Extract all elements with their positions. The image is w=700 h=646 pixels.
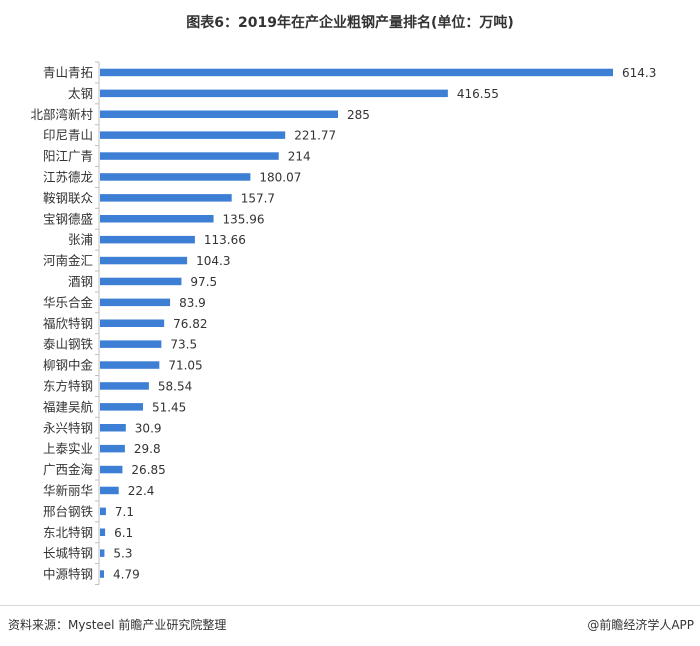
value-label: 104.3	[196, 254, 230, 268]
bar	[100, 507, 106, 516]
bar	[100, 173, 251, 181]
value-label: 83.9	[179, 296, 206, 310]
bar	[100, 424, 126, 432]
category-label: 河南金汇	[43, 253, 93, 268]
category-label: 东北特钢	[43, 525, 93, 540]
bar	[100, 235, 195, 244]
bar	[100, 131, 286, 139]
category-label: 长城特钢	[43, 546, 93, 561]
category-label: 永兴特钢	[43, 420, 93, 435]
category-label: 青山青拓	[43, 65, 93, 80]
value-label: 214	[288, 150, 311, 164]
category-label: 张浦	[68, 232, 93, 247]
value-label: 5.3	[113, 547, 132, 561]
value-label: 29.8	[134, 442, 161, 456]
bar-chart: 青山青拓 614.3 太钢 416.55 北部湾新村 285 印尼青山 221.77 阳江广青 2…	[30, 61, 656, 585]
category-label: 北部湾新村	[30, 107, 93, 122]
bar	[100, 444, 125, 453]
category-label: 江苏德龙	[43, 169, 93, 184]
category-label: 印尼青山	[43, 128, 93, 143]
category-label: 东方特钢	[43, 378, 93, 393]
bar	[100, 256, 188, 265]
category-label: 广西金海	[43, 462, 94, 477]
category-label: 柳钢中金	[43, 358, 94, 373]
bar	[100, 68, 613, 77]
value-label: 73.5	[170, 338, 197, 352]
bar	[100, 382, 149, 390]
value-label: 180.07	[259, 170, 301, 184]
value-label: 26.85	[131, 463, 165, 477]
category-label: 中源特钢	[43, 567, 93, 582]
category-label: 宝钢德盛	[43, 211, 93, 226]
bar	[100, 110, 339, 118]
bars-layer	[100, 68, 613, 578]
category-label: 福欣特钢	[43, 316, 93, 331]
category-label: 阳江广青	[43, 149, 93, 164]
category-label: 太钢	[68, 86, 93, 101]
bar	[100, 486, 119, 495]
footer-source: 资料来源：Mysteel 前瞻产业研究院整理	[8, 618, 227, 632]
bar	[100, 298, 171, 307]
chart-title: 图表6：2019年在产企业粗钢产量排名(单位：万吨)	[186, 15, 514, 31]
value-label: 113.66	[204, 233, 246, 247]
value-label: 285	[347, 108, 370, 122]
value-label: 416.55	[457, 87, 499, 101]
value-label: 97.5	[190, 275, 217, 289]
bar	[100, 403, 143, 411]
value-label: 157.7	[241, 191, 275, 205]
value-label: 614.3	[622, 66, 656, 80]
value-label: 71.05	[168, 359, 202, 373]
bar	[100, 89, 448, 98]
value-label: 76.82	[173, 317, 207, 331]
value-label: 221.77	[294, 129, 336, 143]
value-label: 22.4	[128, 484, 155, 498]
category-label: 华乐合金	[43, 295, 94, 310]
bar	[100, 340, 162, 348]
labels-layer: 青山青拓 614.3 太钢 416.55 北部湾新村 285 印尼青山 221.77 阳江广青 2…	[30, 65, 656, 582]
category-label: 鞍钢联众	[43, 190, 93, 205]
bar	[100, 549, 105, 557]
bar	[100, 528, 106, 536]
value-label: 30.9	[135, 421, 162, 435]
bar	[100, 570, 105, 578]
bar	[100, 277, 182, 286]
category-label: 酒钢	[68, 274, 93, 289]
bar	[100, 194, 232, 202]
bar	[100, 215, 214, 223]
footer-divider	[0, 605, 700, 606]
value-label: 51.45	[152, 400, 186, 414]
category-label: 福建吴航	[43, 399, 94, 414]
bar	[100, 465, 123, 474]
value-label: 4.79	[113, 568, 140, 582]
category-label: 泰山钢铁	[43, 337, 94, 352]
value-label: 7.1	[115, 505, 134, 519]
value-label: 6.1	[114, 526, 133, 540]
axis-layer	[95, 61, 100, 585]
value-label: 58.54	[158, 379, 192, 393]
value-label: 135.96	[223, 212, 265, 226]
category-label: 上泰实业	[43, 441, 93, 456]
category-label: 华新丽华	[43, 483, 93, 498]
footer-brand: @前瞻经济学人APP	[587, 618, 694, 632]
bar	[100, 361, 160, 369]
bar	[100, 319, 165, 327]
category-label: 邢台钢铁	[43, 504, 94, 519]
bar	[100, 152, 279, 160]
